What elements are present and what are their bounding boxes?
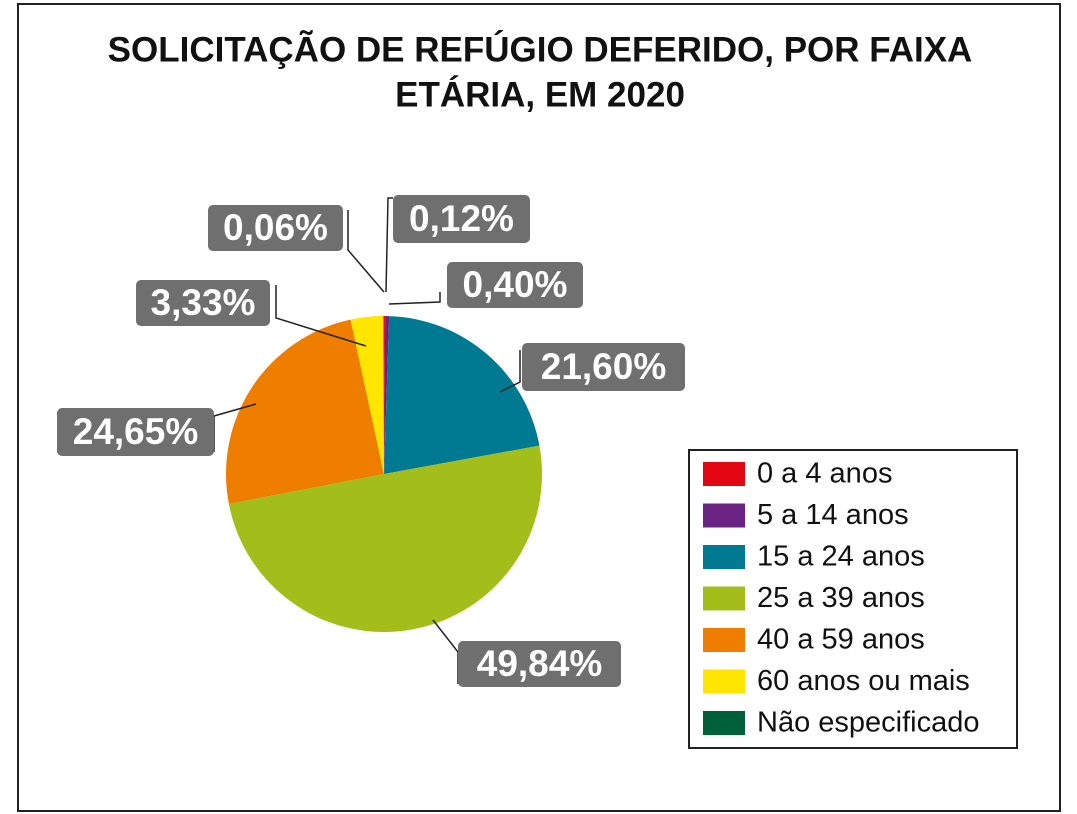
- pie-slice: [384, 316, 386, 474]
- value-label: 49,84%: [477, 643, 603, 684]
- pie-slice: [228, 445, 543, 633]
- leader-line: [388, 292, 441, 305]
- value-label-box: [57, 408, 214, 456]
- pie-slice: [383, 316, 384, 474]
- leader-line: [499, 350, 521, 393]
- leader-line: [275, 285, 367, 347]
- legend-label: 0 a 4 anos: [757, 458, 892, 490]
- value-label: 3,33%: [151, 282, 256, 323]
- legend-swatch: [703, 628, 745, 652]
- legend-swatch: [703, 711, 745, 735]
- pie-slice: [350, 316, 384, 474]
- value-label: 24,65%: [73, 411, 199, 452]
- leader-line: [385, 197, 393, 293]
- leader-line: [347, 210, 385, 293]
- legend-label: 60 anos ou mais: [757, 665, 970, 697]
- legend-label: 40 a 59 anos: [757, 624, 925, 656]
- frame: [17, 3, 1061, 812]
- value-label-box: [458, 641, 621, 687]
- value-label: 0,06%: [223, 207, 328, 248]
- value-label-box: [393, 195, 530, 243]
- legend-label: Não especificado: [757, 707, 979, 739]
- value-label-box: [447, 262, 583, 308]
- pie-slice: [384, 316, 540, 474]
- chart-title: SOLICITAÇÃO DE REFÚGIO DEFERIDO, POR FAI…: [108, 29, 973, 69]
- legend-label: 5 a 14 anos: [757, 499, 909, 531]
- value-label: 21,60%: [541, 346, 667, 387]
- legend-swatch: [703, 586, 745, 611]
- value-label: 0,12%: [409, 198, 514, 239]
- pie-slice: [384, 316, 390, 474]
- legend-label: 25 a 39 anos: [757, 582, 925, 614]
- legend-label: 15 a 24 anos: [757, 541, 925, 573]
- pie-slice: [226, 319, 384, 504]
- value-label-box: [136, 280, 270, 326]
- chart-title: ETÁRIA, EM 2020: [395, 74, 685, 114]
- leader-line: [432, 619, 459, 684]
- legend-swatch: [703, 503, 745, 528]
- value-label: 0,40%: [463, 264, 568, 305]
- legend-swatch: [703, 462, 745, 486]
- value-label-box: [522, 343, 685, 391]
- legend-swatch: [703, 545, 745, 569]
- legend-swatch: [703, 669, 745, 694]
- value-label-box: [208, 205, 343, 251]
